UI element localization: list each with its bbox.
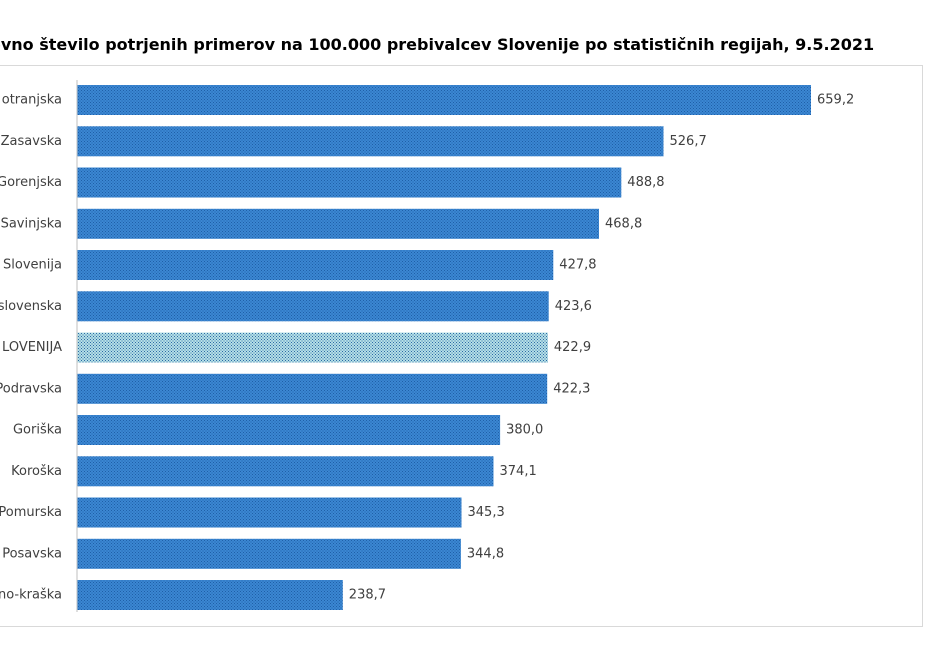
category-label: LOVENIJA	[2, 340, 62, 355]
category-label: Goriška	[13, 423, 62, 438]
value-label: 468,8	[605, 216, 642, 231]
bar-8	[77, 373, 548, 404]
bar-6	[77, 291, 549, 322]
bar-12	[77, 538, 461, 569]
category-label: Zasavska	[1, 134, 62, 149]
value-label: 526,7	[670, 134, 707, 149]
bar-5	[77, 250, 554, 280]
bar-2	[77, 126, 664, 157]
value-label: 238,7	[349, 588, 386, 603]
bars-group: otranjska 659,2 Zasavska 526,7 Gorenjska 488,…	[0, 85, 854, 610]
bar-9	[77, 415, 501, 445]
bar-3	[77, 167, 622, 198]
value-label: 374,1	[500, 464, 537, 479]
category-label: Podravska	[0, 381, 62, 396]
category-label: Koroška	[11, 464, 62, 479]
value-label: 422,9	[554, 340, 591, 355]
chart-title: evno število potrjenih primerov na 100.0…	[0, 35, 875, 54]
value-label: 488,8	[627, 175, 664, 190]
value-label: 380,0	[506, 423, 543, 438]
category-label: Gorenjska	[0, 175, 62, 190]
bar-13	[77, 580, 343, 610]
value-label: 422,3	[553, 381, 590, 396]
value-label: 659,2	[817, 93, 854, 108]
plot-area	[0, 65, 923, 627]
value-label: 345,3	[468, 505, 505, 520]
category-label: no-kraška	[0, 588, 62, 603]
value-label: 423,6	[555, 299, 592, 314]
category-label: slovenska	[0, 299, 62, 314]
category-label: Slovenija	[3, 258, 62, 273]
value-label: 427,8	[559, 258, 596, 273]
bar-4	[77, 208, 599, 239]
category-label: Posavska	[2, 546, 62, 561]
category-label: Savinjska	[1, 216, 62, 231]
value-label: 344,8	[467, 546, 504, 561]
bar-7	[77, 332, 548, 363]
category-label: Pomurska	[0, 505, 62, 520]
bar-1	[77, 85, 811, 115]
bar-11	[77, 497, 462, 528]
category-label: otranjska	[2, 93, 62, 108]
bar-10	[77, 456, 494, 487]
